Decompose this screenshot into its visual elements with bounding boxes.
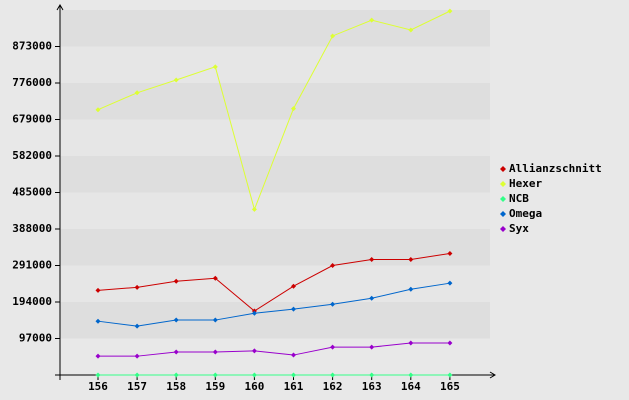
point: [173, 372, 179, 378]
point: [251, 310, 257, 316]
point: [134, 323, 140, 329]
legend-label: Hexer: [509, 177, 542, 190]
point: [173, 278, 179, 284]
grid-band: [60, 46, 490, 83]
grid-band: [60, 156, 490, 193]
point: [95, 107, 101, 113]
point: [134, 372, 140, 378]
legend-marker: [500, 166, 506, 172]
legend-label: Omega: [509, 207, 542, 220]
legend-label: NCB: [509, 192, 529, 205]
point: [291, 283, 296, 289]
x-tick-label: 163: [362, 380, 382, 393]
x-tick-label: 164: [401, 380, 421, 393]
x-arrow: [489, 371, 496, 379]
y-tick-label: 194000: [12, 295, 52, 308]
series-line: [97, 282, 450, 327]
legend-marker: [500, 226, 506, 232]
point: [134, 353, 140, 359]
point: [447, 280, 453, 286]
point: [447, 8, 453, 14]
x-tick-label: 157: [127, 380, 147, 393]
y-tick-label: 388000: [12, 222, 52, 235]
y-tick-label: 291000: [12, 259, 52, 272]
series-line: [98, 342, 450, 357]
point: [291, 106, 296, 112]
y-arrow: [56, 4, 64, 11]
point: [369, 256, 375, 262]
grid-band: [60, 229, 490, 266]
point: [408, 256, 414, 262]
point: [447, 250, 453, 256]
point: [330, 301, 336, 307]
point: [330, 344, 336, 350]
y-tick-label: 873000: [12, 40, 52, 53]
point: [212, 64, 218, 70]
x-tick-label: 158: [166, 380, 186, 393]
point: [408, 286, 414, 292]
point: [173, 77, 179, 83]
x-tick-label: 161: [284, 380, 304, 393]
point: [369, 372, 375, 378]
grid-band: [60, 83, 490, 120]
point: [212, 372, 218, 378]
grid-band: [60, 119, 490, 156]
point: [212, 349, 218, 355]
grid-band: [60, 10, 490, 47]
grid-band: [60, 192, 490, 229]
point: [173, 349, 179, 355]
point: [447, 340, 453, 346]
y-tick-label: 582000: [12, 149, 52, 162]
point: [408, 372, 414, 378]
point: [408, 27, 414, 33]
legend-label: Syx: [509, 222, 529, 235]
point: [330, 33, 336, 39]
point: [95, 318, 101, 324]
y-tick-label: 776000: [12, 76, 52, 89]
x-tick-label: 165: [440, 380, 460, 393]
y-tick-label: 679000: [12, 113, 52, 126]
point: [212, 275, 218, 281]
point: [330, 372, 336, 378]
legend-marker: [500, 181, 506, 187]
y-tick-label: 97000: [19, 332, 52, 345]
x-tick-label: 162: [323, 380, 343, 393]
point: [251, 348, 257, 354]
series-line: [97, 252, 450, 312]
point: [173, 317, 179, 323]
point: [95, 353, 101, 359]
point: [330, 263, 336, 268]
point: [291, 352, 296, 358]
point: [251, 206, 257, 212]
point: [95, 287, 101, 293]
point: [134, 284, 140, 290]
point: [291, 372, 296, 378]
y-tick-label: 485000: [12, 186, 52, 199]
point: [369, 17, 375, 23]
point: [212, 317, 218, 323]
x-tick-label: 159: [205, 380, 225, 393]
x-tick-label: 160: [244, 380, 264, 393]
series-line: [97, 10, 451, 212]
point: [134, 90, 140, 96]
point: [95, 372, 101, 378]
point: [369, 344, 375, 350]
legend-marker: [500, 211, 506, 217]
grid-band: [60, 265, 490, 302]
legend-label: Allianzschnitt: [509, 162, 602, 175]
grid-band: [60, 302, 490, 339]
x-tick-label: 156: [88, 380, 108, 393]
point: [251, 372, 257, 378]
point: [291, 306, 296, 312]
point: [369, 295, 375, 301]
point: [447, 372, 453, 378]
point: [408, 340, 414, 346]
legend-marker: [500, 196, 506, 202]
